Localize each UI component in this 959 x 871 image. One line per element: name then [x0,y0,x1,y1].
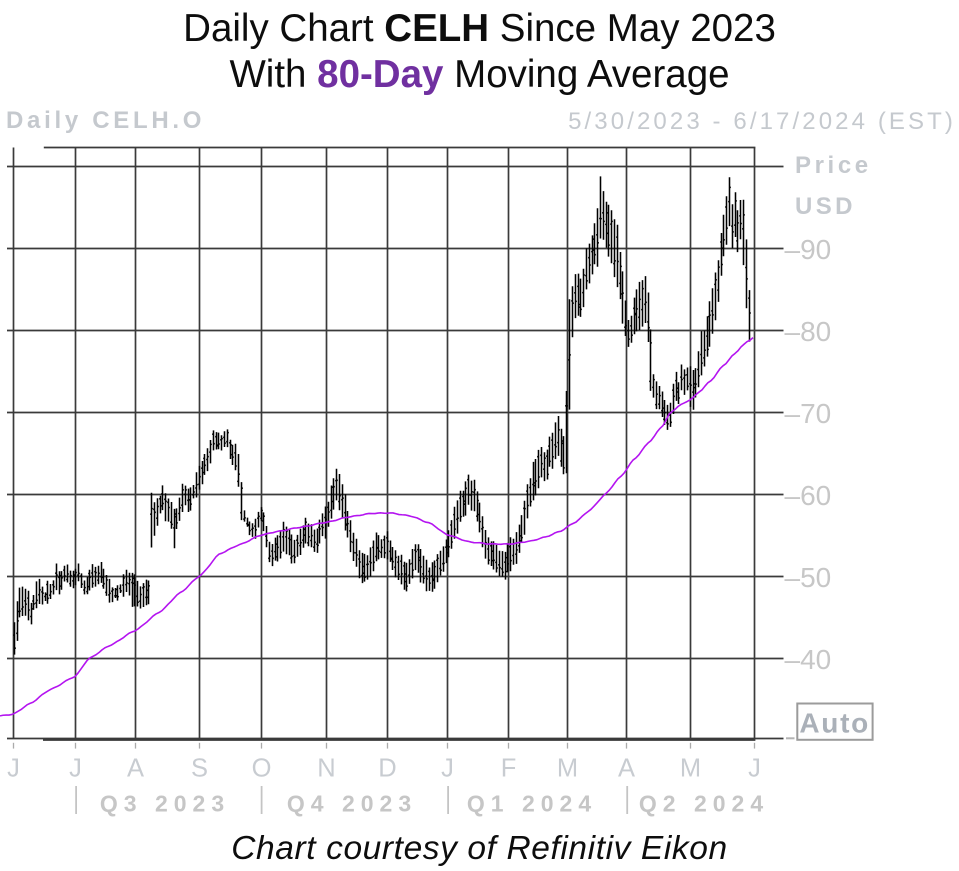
svg-text:Q2 2024: Q2 2024 [639,791,769,817]
svg-text:Price: Price [795,152,872,179]
svg-text:Q4 2023: Q4 2023 [287,791,417,817]
svg-text:–80: –80 [785,316,832,347]
svg-text:J: J [7,755,20,783]
svg-text:Q3 2023: Q3 2023 [100,791,230,817]
svg-text:F: F [501,755,517,783]
svg-text:Auto: Auto [799,708,870,739]
svg-text:N: N [317,755,335,783]
svg-text:O: O [252,755,272,783]
svg-text:–70: –70 [785,398,832,429]
svg-text:USD: USD [795,193,856,220]
svg-text:Q1 2024: Q1 2024 [467,791,597,817]
svg-text:M: M [557,755,578,783]
svg-text:M: M [680,755,701,783]
svg-text:–50: –50 [785,562,832,593]
svg-text:A: A [127,755,144,783]
svg-text:–60: –60 [785,480,832,511]
svg-text:J: J [748,755,761,783]
svg-text:A: A [618,755,635,783]
svg-text:S: S [191,755,208,783]
svg-text:–90: –90 [785,234,832,265]
svg-text:J: J [441,755,454,783]
svg-text:J: J [69,755,82,783]
svg-text:D: D [378,755,396,783]
svg-text:–40: –40 [785,644,832,675]
